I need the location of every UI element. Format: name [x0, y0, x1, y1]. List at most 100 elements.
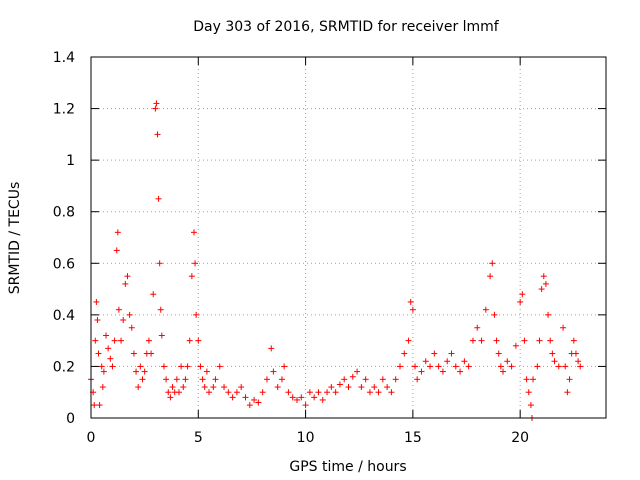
data-point [577, 363, 584, 370]
data-point [100, 368, 107, 375]
grid-layer [91, 57, 606, 418]
data-point [349, 373, 356, 380]
data-point [482, 306, 489, 313]
data-point [409, 306, 416, 313]
data-point [128, 324, 135, 331]
data-point [96, 402, 103, 409]
data-point [540, 273, 547, 280]
data-point [105, 345, 112, 352]
data-point [91, 402, 98, 409]
data-point [195, 337, 202, 344]
x-axis-label: GPS time / hours [289, 459, 406, 475]
data-point [465, 363, 472, 370]
data-point [336, 381, 343, 388]
data-point [527, 402, 534, 409]
data-point [412, 363, 419, 370]
data-point [495, 350, 502, 357]
data-point [560, 324, 567, 331]
data-point [124, 273, 131, 280]
data-point [497, 363, 504, 370]
data-point [155, 195, 162, 202]
data-point [384, 384, 391, 391]
data-point [452, 363, 459, 370]
data-point [225, 389, 232, 396]
data-point [405, 337, 412, 344]
data-point [523, 376, 530, 383]
chart-title: Day 303 of 2016, SRMTID for receiver lmm… [193, 19, 500, 35]
data-point [238, 384, 245, 391]
data-point [448, 350, 455, 357]
data-point [229, 394, 236, 401]
data-point [562, 363, 569, 370]
data-point [270, 368, 277, 375]
data-point [152, 105, 159, 112]
data-point [401, 350, 408, 357]
data-point [93, 298, 100, 305]
data-point [120, 317, 127, 324]
data-point [114, 229, 121, 236]
data-point [530, 376, 537, 383]
data-point [167, 394, 174, 401]
data-point [542, 280, 549, 287]
data-point [156, 260, 163, 267]
data-point [431, 350, 438, 357]
y-tick-label: 0.2 [53, 359, 75, 375]
data-point [427, 363, 434, 370]
y-tick-label: 0.4 [53, 308, 75, 324]
data-point [255, 399, 262, 406]
data-point [157, 306, 164, 313]
data-point [130, 350, 137, 357]
data-point [246, 402, 253, 409]
data-point [109, 363, 116, 370]
data-point [191, 229, 197, 236]
data-point [221, 384, 228, 391]
data-point [180, 384, 187, 391]
data-point [216, 363, 223, 370]
data-point [115, 306, 122, 313]
data-point [525, 389, 532, 396]
data-point [366, 389, 373, 396]
data-point [173, 376, 180, 383]
data-point [549, 350, 556, 357]
plot-frame [90, 56, 607, 419]
data-point [538, 286, 545, 293]
data-point [517, 298, 524, 305]
data-point [199, 376, 206, 383]
data-point [153, 100, 160, 107]
data-point [362, 376, 369, 383]
data-point [178, 363, 185, 370]
y-tick-label: 0.6 [53, 256, 75, 272]
x-tick-label: 0 [87, 430, 96, 446]
data-point [111, 337, 118, 344]
data-point [251, 396, 258, 403]
data-point [521, 337, 528, 344]
data-point [306, 389, 313, 396]
data-point [99, 384, 106, 391]
data-point [126, 311, 133, 318]
data-point [504, 358, 511, 365]
data-point [407, 298, 414, 305]
data-point [487, 273, 494, 280]
data-point [122, 280, 129, 287]
data-point [508, 363, 515, 370]
data-point [184, 363, 191, 370]
data-point [148, 350, 155, 357]
data-point [141, 368, 148, 375]
data-point [175, 389, 182, 396]
data-point [414, 376, 421, 383]
data-point [182, 376, 189, 383]
data-point [160, 363, 167, 370]
data-point [512, 342, 519, 349]
data-point [103, 332, 110, 339]
data-point [203, 368, 210, 375]
data-point [375, 389, 382, 396]
data-point [388, 389, 395, 396]
data-point [201, 384, 208, 391]
data-point [274, 384, 281, 391]
data-point [570, 337, 577, 344]
data-point [418, 368, 425, 375]
data-point [298, 394, 305, 401]
data-point [328, 384, 335, 391]
data-point [294, 396, 300, 403]
